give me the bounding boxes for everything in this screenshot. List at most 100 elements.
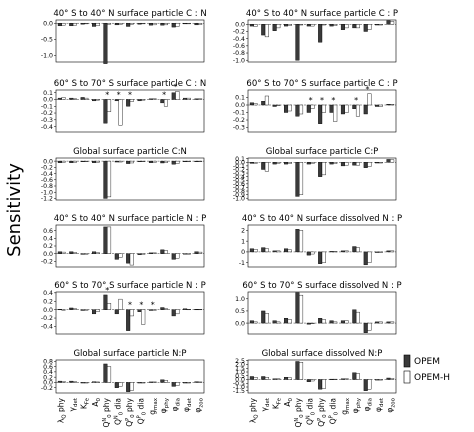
bar-opem bbox=[171, 23, 176, 28]
bar-opem-h bbox=[333, 104, 338, 122]
y-tick-label: 0.0 bbox=[235, 377, 245, 384]
bar-opem-h bbox=[72, 98, 77, 100]
bar-opem-h bbox=[84, 160, 89, 162]
legend-swatch bbox=[403, 370, 411, 384]
significance-marker: * bbox=[139, 301, 143, 310]
bar-opem bbox=[318, 318, 323, 324]
bar-opem bbox=[183, 382, 188, 384]
y-tick-label: 0.5 bbox=[235, 373, 245, 380]
bar-opem-h bbox=[321, 24, 326, 26]
bar-opem bbox=[114, 253, 119, 260]
bar-opem-h bbox=[344, 104, 349, 113]
bar-opem bbox=[329, 378, 334, 380]
x-tick-label: QN0 phy bbox=[102, 397, 113, 427]
bar-opem bbox=[160, 379, 165, 383]
bar-opem-h bbox=[390, 250, 395, 253]
bar-opem bbox=[386, 159, 391, 163]
bar-opem bbox=[306, 322, 311, 325]
bar-opem-h bbox=[107, 303, 112, 310]
bar-opem-h bbox=[321, 104, 326, 113]
y-tick-label: 2 bbox=[241, 228, 245, 235]
significance-marker: * bbox=[366, 85, 370, 94]
bar-opem bbox=[375, 251, 380, 253]
bar-opem bbox=[148, 252, 153, 254]
bar-opem-h bbox=[61, 309, 66, 311]
bar-opem bbox=[295, 162, 300, 197]
bar-opem bbox=[272, 250, 277, 253]
bar-opem bbox=[57, 97, 62, 100]
bar-opem bbox=[137, 23, 142, 25]
bar-opem bbox=[69, 380, 74, 383]
bar-opem-h bbox=[198, 160, 203, 162]
bar-opem-h bbox=[299, 24, 304, 26]
bar-opem-h bbox=[163, 308, 168, 310]
y-tick-label: -0.2 bbox=[41, 258, 53, 265]
y-tick-label: 0.0 bbox=[43, 20, 53, 27]
y-tick-label: -0.6 bbox=[233, 43, 245, 50]
bar-opem bbox=[57, 380, 62, 383]
bar-opem-h bbox=[61, 23, 66, 26]
bar-opem-h bbox=[175, 91, 180, 100]
bar-opem-h bbox=[72, 308, 77, 310]
bar-opem bbox=[148, 309, 153, 311]
panel-title: Global surface dissolved N:P bbox=[262, 349, 383, 359]
bar-opem-h bbox=[378, 321, 383, 324]
y-tick-label: -0.2 bbox=[233, 29, 245, 36]
y-tick-label: -0.3 bbox=[41, 117, 53, 124]
bar-opem bbox=[340, 378, 345, 380]
bar-opem-h bbox=[175, 253, 180, 259]
bar-opem-h bbox=[163, 99, 168, 107]
bar-opem bbox=[126, 253, 131, 264]
x-tick-label: A0 bbox=[283, 398, 294, 407]
x-tick-label: φphy bbox=[351, 397, 362, 413]
x-tick-label: KFe bbox=[80, 397, 91, 409]
bar-opem bbox=[261, 310, 266, 324]
bar-opem-h bbox=[175, 160, 180, 164]
panel-title: 60° S to 70° S surface dissolved N : P bbox=[242, 281, 401, 291]
significance-marker: * bbox=[105, 286, 109, 295]
x-tick-label: φdet bbox=[182, 397, 193, 412]
y-tick-label: 0.1 bbox=[43, 90, 53, 97]
panel-frame bbox=[247, 89, 397, 133]
significance-marker: * bbox=[331, 96, 335, 105]
panel-frame bbox=[55, 359, 205, 394]
bar-opem bbox=[375, 162, 380, 164]
y-tick-label: -0.2 bbox=[41, 385, 53, 392]
y-tick-label: -1.0 bbox=[41, 53, 53, 60]
bar-opem bbox=[80, 253, 85, 255]
bar-opem-h bbox=[72, 160, 77, 163]
bar-opem-h bbox=[118, 382, 123, 387]
y-tick-label: 0.4 bbox=[43, 290, 53, 297]
x-tick-label: φzoo bbox=[193, 397, 204, 412]
bar-opem-h bbox=[355, 24, 360, 29]
bar-opem-h bbox=[253, 249, 258, 253]
bar-opem bbox=[103, 226, 108, 254]
bar-opem bbox=[249, 162, 254, 164]
bar-opem-h bbox=[118, 253, 123, 258]
bar-opem bbox=[103, 160, 108, 199]
bar-opem-h bbox=[72, 23, 77, 26]
bar-opem bbox=[57, 251, 62, 254]
bar-opem-h bbox=[299, 294, 304, 324]
bar-opem-h bbox=[61, 160, 66, 163]
bar-opem-h bbox=[152, 98, 157, 100]
bar-opem bbox=[272, 378, 277, 380]
bar-opem bbox=[183, 308, 188, 310]
significance-marker: * bbox=[128, 301, 132, 310]
bar-opem-h bbox=[264, 162, 269, 172]
bar-opem-h bbox=[129, 23, 134, 25]
bar-opem bbox=[137, 160, 142, 162]
y-tick-label: -0.2 bbox=[233, 167, 245, 174]
y-tick-label: -1 bbox=[239, 260, 245, 267]
bar-opem bbox=[137, 253, 142, 255]
significance-marker: * bbox=[162, 90, 166, 99]
bar-opem bbox=[295, 229, 300, 253]
bar-opem-h bbox=[299, 362, 304, 380]
panel-8: 40° S to 40° N surface dissolved N : P 2 1… bbox=[239, 214, 402, 268]
bar-opem-h bbox=[175, 23, 180, 27]
x-tick-label: A0 bbox=[91, 398, 102, 407]
bar-opem-h bbox=[287, 104, 292, 112]
bar-opem bbox=[363, 104, 368, 115]
bar-opem-h bbox=[163, 250, 168, 254]
